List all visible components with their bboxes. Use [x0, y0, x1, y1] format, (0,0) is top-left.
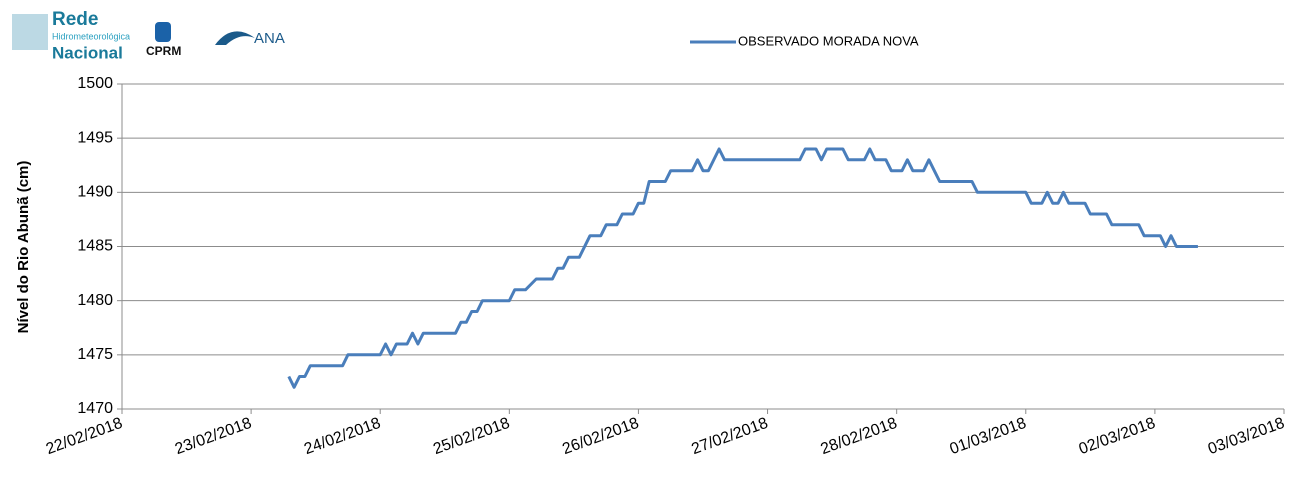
logo-text: Nacional	[52, 43, 123, 62]
legend-label: OBSERVADO MORADA NOVA	[738, 33, 919, 48]
logo-ana-icon	[215, 31, 255, 45]
y-tick-label: 1495	[77, 129, 113, 146]
y-tick-label: 1475	[77, 346, 113, 363]
data-line	[287, 147, 1198, 389]
y-tick-label: 1490	[77, 184, 113, 201]
x-tick-label: 27/02/2018	[689, 415, 770, 458]
y-axis-label: Nível do Rio Abunã (cm)	[15, 161, 32, 334]
x-tick-label: 25/02/2018	[431, 415, 512, 458]
x-tick-label: 03/03/2018	[1206, 415, 1287, 458]
y-tick-label: 1470	[77, 400, 113, 417]
logo-text: CPRM	[146, 44, 181, 58]
logo-text: Rede	[52, 9, 98, 30]
logo-text: Hidrometeorológica	[52, 31, 130, 41]
logo-text: ANA	[254, 30, 285, 47]
x-tick-label: 22/02/2018	[44, 415, 125, 458]
x-tick-label: 26/02/2018	[560, 415, 641, 458]
y-tick-label: 1485	[77, 238, 113, 255]
x-tick-label: 23/02/2018	[173, 415, 254, 458]
x-tick-label: 28/02/2018	[818, 415, 899, 458]
y-tick-label: 1500	[77, 75, 113, 92]
x-tick-label: 24/02/2018	[302, 415, 383, 458]
logo-cprm-icon	[155, 22, 171, 42]
logo-mosaic	[12, 14, 48, 50]
logo-rede: Rede Hidrometeorológica Nacional CPRM AN…	[12, 9, 285, 62]
x-tick-label: 01/03/2018	[948, 415, 1029, 458]
x-tick-label: 02/03/2018	[1077, 415, 1158, 458]
y-tick-label: 1480	[77, 292, 113, 309]
